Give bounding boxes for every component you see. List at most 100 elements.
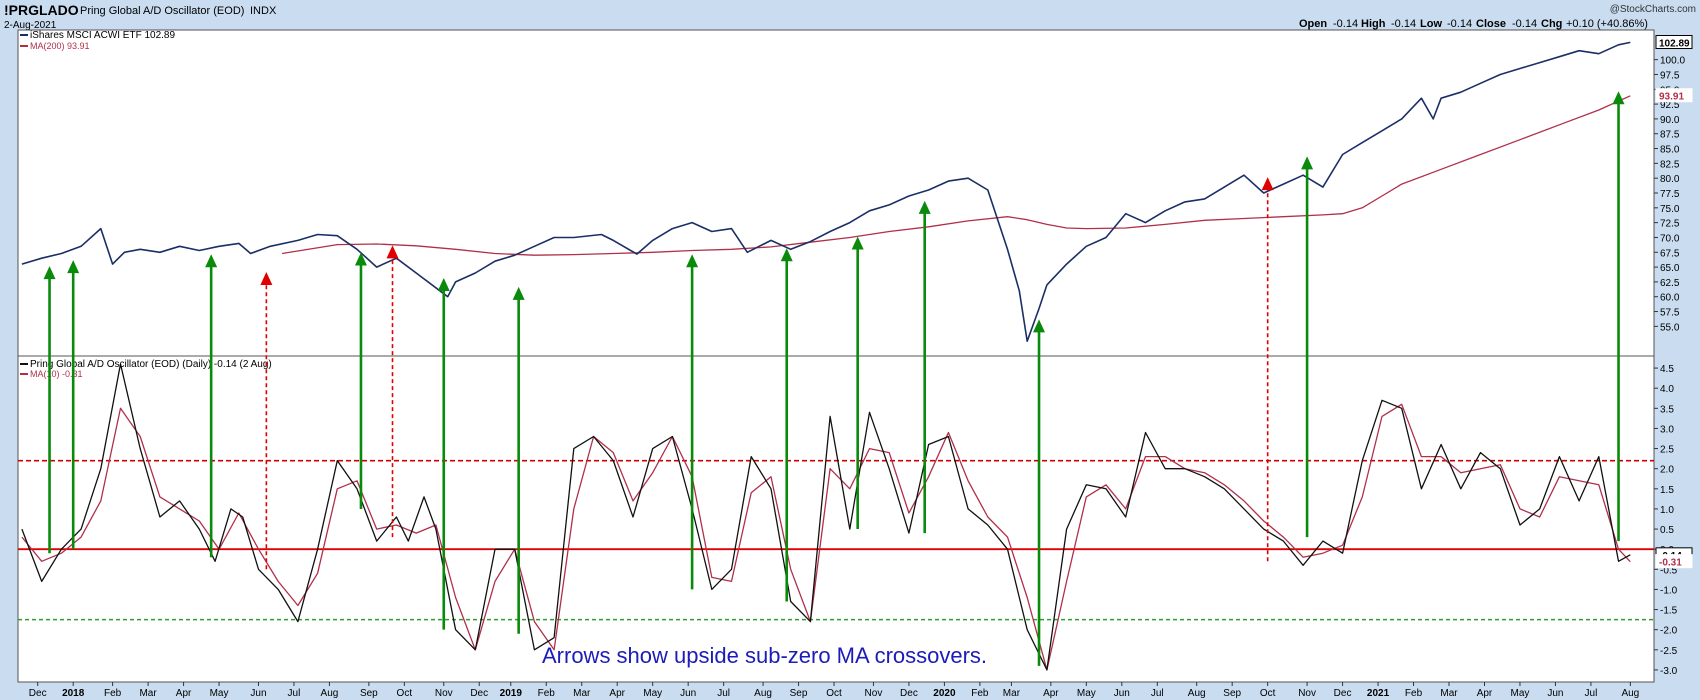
symbol: !PRGLADO — [4, 2, 79, 18]
osc-y-tick-label: -2.5 — [1660, 646, 1678, 657]
x-tick-label: Dec — [29, 688, 47, 699]
price-y-tick-label: 62.5 — [1660, 278, 1680, 289]
x-tick-label: Aug — [321, 688, 339, 699]
price-y-tick-label: 82.5 — [1660, 159, 1680, 170]
price-y-tick-label: 80.0 — [1660, 174, 1680, 185]
osc-reference-lines — [18, 459, 1654, 621]
x-axis: Dec 2018 Feb Mar Apr May Jun Jul Aug Sep Oct Nov Dec… — [29, 682, 1639, 699]
high-label: High — [1361, 18, 1386, 30]
ma10-legend-label: MA(10) -0.31 — [30, 369, 83, 379]
price-last-value: 102.89 — [1659, 39, 1690, 50]
low-value: -0.14 — [1447, 18, 1472, 30]
x-tick-label: Dec — [470, 688, 488, 699]
crossover-arrow-12 — [918, 200, 931, 534]
osc-y-axis: -3.0-2.5-2.0-1.5-1.0-0.50.00.51.01.52.02… — [1654, 364, 1693, 677]
exchange: INDX — [250, 5, 277, 17]
crossover-arrow-2 — [67, 260, 80, 550]
oscillator-line — [21, 363, 1631, 671]
osc-y-tick-label: -1.0 — [1660, 585, 1678, 596]
open-value: -0.14 — [1333, 18, 1358, 30]
x-tick-label: 2020 — [933, 688, 956, 699]
close-label: Close — [1476, 18, 1506, 30]
x-tick-label: Jul — [1585, 688, 1598, 699]
crossover-arrow-15 — [1301, 156, 1314, 538]
x-tick-label: Mar — [573, 688, 591, 699]
x-tick-label: Jun — [250, 688, 266, 699]
crossover-arrow-6 — [386, 245, 399, 538]
x-tick-label: Oct — [1260, 688, 1276, 699]
ma200-last-value: 93.91 — [1659, 92, 1684, 103]
x-tick-label: Mar — [139, 688, 157, 699]
price-y-tick-label: 100.0 — [1660, 56, 1685, 67]
high-value: -0.14 — [1391, 18, 1416, 30]
x-tick-label: Jul — [717, 688, 730, 699]
osc-legend-label: Pring Global A/D Oscillator (EOD) (Daily… — [30, 359, 272, 370]
x-tick-label: May — [1511, 688, 1530, 699]
crossover-arrow-9 — [686, 254, 699, 590]
crossover-arrow-3 — [205, 254, 218, 558]
oscillator-panel: -3.0-2.5-2.0-1.5-1.0-0.50.00.51.01.52.02… — [17, 355, 1693, 683]
osc-y-tick-label: -2.0 — [1660, 626, 1678, 637]
price-series-group — [21, 41, 1631, 342]
crossover-arrow-11 — [851, 236, 864, 530]
osc-y-tick-label: 4.5 — [1660, 364, 1674, 375]
ma200-legend-label: MA(200) 93.91 — [30, 41, 90, 51]
osc-y-tick-label: 1.5 — [1660, 485, 1674, 496]
x-tick-label: Dec — [1334, 688, 1352, 699]
x-tick-label: May — [643, 688, 662, 699]
x-tick-label: Dec — [900, 688, 918, 699]
price-y-tick-label: 92.5 — [1660, 100, 1680, 111]
close-value: -0.14 — [1512, 18, 1537, 30]
x-tick-label: Mar — [1003, 688, 1021, 699]
x-tick-label: Nov — [865, 688, 883, 699]
price-legend: iShares MSCI ACWI ETF 102.89 MA(200) 93.… — [20, 30, 175, 51]
crossover-arrow-7 — [437, 277, 450, 630]
x-tick-label: Jul — [288, 688, 301, 699]
chart-date: 2-Aug-2021 — [4, 20, 57, 31]
x-tick-label: Jun — [1547, 688, 1563, 699]
x-tick-label: Sep — [360, 688, 378, 699]
price-y-tick-label: 77.5 — [1660, 189, 1680, 200]
crossover-arrow-1 — [43, 266, 56, 554]
osc-y-tick-label: 2.0 — [1660, 465, 1674, 476]
price-y-tick-label: 97.5 — [1660, 70, 1680, 81]
x-tick-label: Jun — [680, 688, 696, 699]
price-last-value-box — [1655, 35, 1693, 50]
chg-value: +0.10 (+40.86%) — [1566, 18, 1648, 30]
x-tick-label: May — [210, 688, 229, 699]
price-y-tick-label: 57.5 — [1660, 308, 1680, 319]
ma10-last-value-box — [1655, 554, 1693, 569]
crossover-arrow-8 — [512, 286, 525, 634]
price-panel: 55.0 57.5 60.0 62.5 65.0 67.5 70.0 72.5 75.0 77.5… — [17, 29, 1693, 357]
ma200-line — [281, 95, 1631, 256]
price-y-tick-label: 75.0 — [1660, 204, 1680, 215]
osc-y-tick-label: 4.0 — [1660, 384, 1674, 395]
crossover-arrow-16 — [1612, 91, 1625, 542]
osc-plot-area — [17, 355, 1655, 683]
osc-y-tick-label: 2.5 — [1660, 445, 1674, 456]
price-y-tick-label: 67.5 — [1660, 248, 1680, 259]
x-tick-label: Apr — [1477, 688, 1493, 699]
price-plot-area — [17, 29, 1655, 357]
x-tick-label: Feb — [538, 688, 556, 699]
x-tick-label: 2019 — [500, 688, 523, 699]
ma10-line — [21, 403, 1631, 671]
x-tick-label: Jul — [1151, 688, 1164, 699]
x-tick-label: Nov — [435, 688, 453, 699]
x-tick-label: Aug — [754, 688, 772, 699]
osc-y-tick-label: 0.5 — [1660, 525, 1674, 536]
x-tick-label: Sep — [790, 688, 808, 699]
price-legend-label: iShares MSCI ACWI ETF 102.89 — [30, 30, 175, 41]
crossover-arrow-10 — [780, 248, 793, 602]
low-label: Low — [1420, 18, 1442, 30]
price-y-axis: 55.0 57.5 60.0 62.5 65.0 67.5 70.0 72.5 75.0 77.5… — [1654, 35, 1693, 333]
crossover-arrow-5 — [354, 252, 367, 509]
x-tick-label: Nov — [1298, 688, 1316, 699]
price-y-tick-label: 87.5 — [1660, 130, 1680, 141]
osc-y-tick-label: 3.5 — [1660, 404, 1674, 415]
x-tick-label: May — [1077, 688, 1096, 699]
x-tick-label: Jun — [1114, 688, 1130, 699]
x-tick-label: Sep — [1223, 688, 1241, 699]
annotation-text: Arrows show upside sub-zero MA crossover… — [542, 643, 987, 668]
